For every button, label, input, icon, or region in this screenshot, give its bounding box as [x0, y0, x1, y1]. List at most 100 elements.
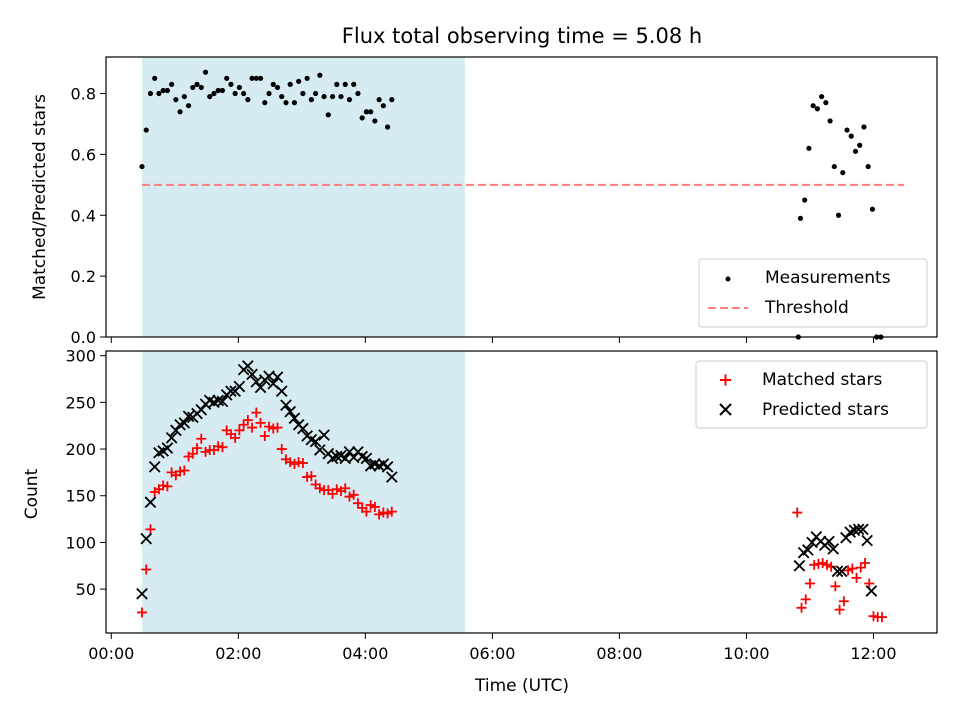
measurement-point: [249, 75, 255, 81]
matched-point: [864, 578, 875, 589]
top-x-ticks: [110, 337, 874, 343]
legend-predicted-marker: [719, 403, 732, 416]
bottom-y-tick-label: 300: [65, 347, 96, 366]
bottom-marks: [136, 360, 887, 623]
matched-point: [800, 594, 811, 605]
predicted-point: [195, 403, 208, 416]
predicted-point: [831, 565, 844, 578]
matched-point: [361, 506, 372, 517]
matched-point: [251, 407, 262, 418]
matched-point: [386, 506, 397, 517]
matched-point: [327, 488, 338, 499]
measurement-point: [797, 215, 804, 221]
measurement-point: [308, 97, 314, 103]
measurement-point: [372, 118, 378, 124]
measurement-point: [190, 84, 196, 91]
predicted-point: [360, 452, 373, 465]
legend-matched-label: Matched stars: [762, 370, 882, 390]
predicted-point: [161, 442, 174, 454]
matched-point: [792, 507, 803, 518]
predicted-point: [343, 446, 356, 458]
measurement-point: [840, 170, 846, 176]
matched-point: [136, 607, 147, 618]
measurement-point: [194, 81, 200, 87]
measurement-point: [156, 90, 162, 97]
measurement-point: [181, 93, 187, 100]
predicted-point: [165, 432, 178, 444]
matched-point: [796, 602, 807, 613]
matched-point: [378, 507, 389, 518]
top-y-axis-label: Matched/Predicted stars: [30, 94, 50, 300]
matched-point: [297, 458, 308, 469]
measurement-point: [869, 206, 876, 212]
predicted-point: [857, 523, 869, 536]
legend-measurements-marker: [725, 276, 731, 282]
measurement-point: [139, 163, 145, 170]
measurement-point: [152, 75, 158, 81]
predicted-point: [314, 444, 326, 456]
predicted-point: [225, 385, 237, 397]
measurement-point: [291, 100, 298, 106]
bottom-y-tick-label: 150: [65, 487, 96, 506]
measurement-point: [228, 81, 234, 87]
top-y-tick-label: 0.4: [71, 206, 96, 225]
measurement-point: [819, 93, 825, 100]
measurement-point: [351, 81, 357, 87]
predicted-point: [246, 368, 258, 381]
measurement-point: [861, 124, 867, 130]
matched-point: [158, 480, 169, 491]
measurement-point: [334, 81, 340, 87]
matched-point: [272, 422, 283, 433]
matched-point: [340, 483, 351, 494]
bottom-axes-frame: [105, 350, 938, 634]
matched-point: [830, 581, 841, 592]
predicted-point: [385, 471, 398, 483]
top-y-tick-label: 0.8: [71, 85, 96, 104]
predicted-point: [802, 544, 814, 556]
matched-point: [365, 500, 376, 511]
matched-point: [230, 432, 241, 443]
bottom-y-tick-label: 50: [76, 580, 96, 599]
measurement-point: [304, 75, 310, 81]
predicted-point: [275, 385, 288, 397]
measurement-point: [224, 75, 230, 81]
bottom-y-ticks: 50 100 150 200 250 300: [65, 347, 106, 599]
predicted-point: [182, 410, 195, 423]
measurement-point: [338, 93, 344, 100]
matched-point: [344, 491, 355, 502]
predicted-point: [216, 395, 229, 408]
predicted-point: [861, 534, 873, 547]
measurement-point: [173, 97, 179, 103]
matched-point: [200, 446, 211, 457]
top-y-ticks: 0.0 0.2 0.4 0.6 0.8: [71, 85, 106, 347]
matched-point: [374, 509, 385, 520]
bottom-x-tick-label: 02:00: [215, 644, 261, 663]
predicted-point: [288, 412, 301, 425]
bottom-x-tick-label: 10:00: [723, 644, 769, 663]
x-axis-label: Time (UTC): [474, 676, 569, 696]
matched-point: [813, 558, 824, 569]
matched-point: [821, 559, 832, 570]
measurement-point: [274, 84, 281, 91]
matched-point: [817, 557, 828, 568]
measurement-point: [389, 97, 395, 103]
matched-point: [331, 484, 342, 495]
measurement-point: [359, 115, 365, 121]
measurement-point: [857, 142, 863, 148]
matched-point: [369, 501, 380, 512]
chart-title: Flux total observing time = 5.08 h: [342, 24, 702, 48]
measurement-point: [810, 103, 816, 109]
measurement-point: [245, 97, 251, 103]
matched-point: [162, 481, 173, 492]
measurement-point: [283, 100, 289, 106]
matched-point: [876, 612, 887, 623]
bottom-x-ticks: 00:00 02:00 04:00 06:00 08:00 10:00 12:00: [88, 633, 897, 663]
measurement-point: [802, 197, 808, 203]
measurement-point: [814, 106, 820, 112]
matched-point: [264, 421, 275, 432]
top-y-tick-label: 0.0: [71, 328, 96, 347]
matched-point: [268, 423, 279, 434]
predicted-point: [381, 460, 394, 473]
measurement-point: [207, 93, 213, 100]
predicted-point: [318, 429, 330, 441]
